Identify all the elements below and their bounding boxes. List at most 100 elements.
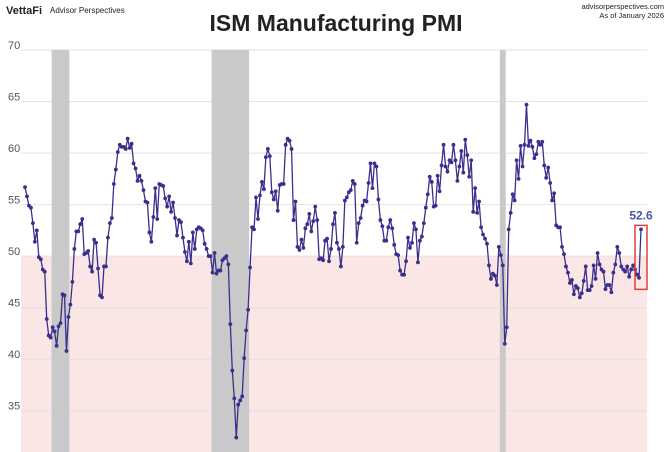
pmi-point (175, 233, 179, 238)
pmi-point (313, 204, 318, 209)
pmi-point (76, 229, 81, 234)
pmi-point (62, 293, 67, 298)
pmi-point (248, 265, 252, 270)
pmi-point (342, 198, 347, 203)
pmi-point (145, 200, 150, 205)
pmi-point (463, 137, 468, 142)
pmi-point (88, 264, 93, 269)
pmi-point (396, 253, 401, 258)
pmi-point (579, 291, 584, 296)
pmi-point (66, 315, 71, 319)
pmi-point (445, 169, 450, 174)
pmi-point (214, 271, 219, 276)
pmi-point (469, 158, 474, 163)
pmi-point (261, 187, 266, 192)
pmi-point (151, 215, 156, 219)
pmi-point (451, 142, 456, 147)
pmi-point (627, 274, 632, 279)
pmi-point (427, 174, 432, 179)
pmi-point (295, 244, 300, 249)
pmi-point (536, 139, 541, 144)
pmi-point (340, 244, 345, 249)
pmi-point (558, 225, 562, 230)
pmi-point (569, 277, 574, 282)
pmi-point (356, 221, 361, 226)
pmi-point (520, 164, 525, 169)
pmi-point (502, 341, 507, 346)
pmi-point (601, 269, 606, 274)
pmi-point (232, 396, 237, 401)
pmi-point (107, 221, 112, 226)
pmi-point (113, 167, 118, 172)
site: advisorperspectives.com (581, 2, 664, 11)
pmi-point (406, 235, 410, 240)
pmi-point (204, 247, 209, 251)
pmi-point (408, 246, 412, 250)
latest-highlight (634, 224, 648, 291)
pmi-point (550, 198, 555, 203)
pmi-point (625, 264, 630, 269)
pmi-point (44, 317, 49, 321)
pmi-point (489, 276, 493, 281)
pmi-point (271, 197, 276, 202)
pmi-point (524, 102, 529, 107)
pmi-point (390, 226, 395, 231)
pmi-point (435, 173, 440, 178)
pmi-point (169, 209, 174, 214)
pmi-point (311, 219, 316, 224)
pmi-point (329, 247, 333, 251)
pmi-point (111, 182, 116, 186)
pmi-point (269, 190, 274, 195)
pmi-point (42, 269, 47, 274)
pmi-point (617, 251, 622, 255)
pmi-point (603, 287, 608, 292)
y-tick-label: 50 (8, 246, 20, 258)
pmi-point (72, 247, 77, 251)
pmi-point (309, 229, 314, 234)
pmi-point (593, 276, 598, 281)
pmi-point (508, 210, 513, 215)
pmi-point (366, 181, 371, 185)
pmi-point (23, 185, 27, 189)
pmi-point (455, 179, 460, 183)
pmi-point (64, 349, 69, 353)
pmi-point (441, 142, 446, 147)
pmi-point (133, 166, 138, 171)
pmi-point (591, 263, 596, 268)
pmi-point (615, 244, 620, 249)
y-tick-label: 40 (8, 349, 20, 361)
pmi-point (540, 139, 545, 144)
pmi-point (392, 242, 397, 247)
pmi-point (327, 259, 331, 264)
pmi-point (265, 147, 270, 151)
pmi-point (398, 268, 403, 273)
pmi-point (384, 238, 389, 243)
brand: VettaFi (6, 5, 42, 17)
pmi-point (38, 257, 43, 262)
pmi-point (212, 251, 217, 255)
pmi-point (252, 227, 256, 232)
pmi-point (514, 158, 519, 163)
pmi-point (68, 302, 73, 307)
pmi-point (188, 261, 193, 266)
pmi-point (260, 180, 264, 184)
pmi-point (496, 244, 501, 249)
pmi-point (419, 234, 424, 239)
pmi-point (165, 204, 170, 209)
pmi-point (70, 280, 75, 284)
pmi-point (571, 292, 576, 297)
pmi-point (155, 217, 160, 221)
pmi-point (461, 170, 466, 175)
pmi-point (281, 182, 286, 186)
pmi-point (226, 262, 231, 267)
pmi-point (58, 321, 63, 326)
pmi-point (52, 329, 57, 334)
pmi-point (289, 147, 294, 151)
pmi-point (258, 193, 262, 198)
pmi-point (299, 237, 304, 242)
pmi-point (639, 227, 643, 232)
pmi-point (354, 240, 359, 245)
pmi-point (92, 237, 97, 242)
pmi-point (202, 241, 207, 246)
pmi-point (228, 322, 233, 327)
